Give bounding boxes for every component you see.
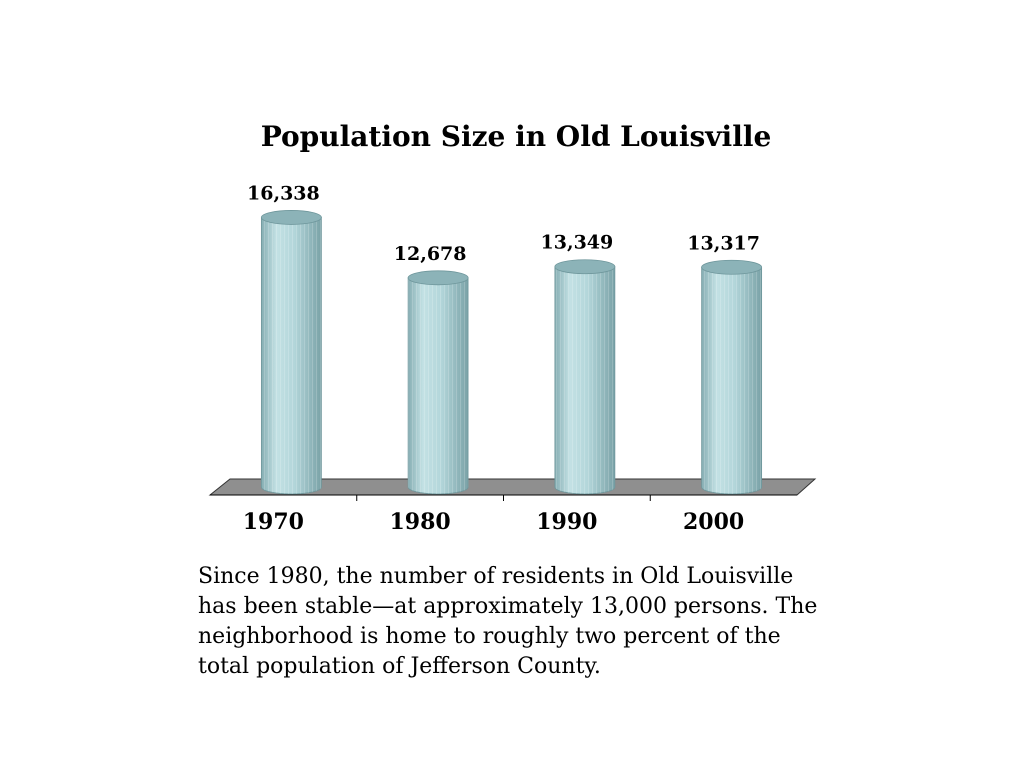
x-tick-label-1980: 1980	[390, 509, 451, 535]
bar-1970	[260, 210, 322, 495]
chart-title: Population Size in Old Louisville	[261, 120, 772, 153]
x-tick-label-1990: 1990	[536, 509, 597, 535]
bar-1980	[407, 270, 469, 495]
value-labels: 16,338 12,678 13,349 13,317	[247, 182, 760, 264]
x-tick-label-2000: 2000	[683, 509, 744, 535]
x-tick-label-1970: 1970	[243, 509, 304, 535]
value-label-1990: 13,349	[541, 232, 614, 254]
value-label-1970: 16,338	[247, 182, 320, 204]
bars	[260, 210, 763, 495]
value-label-2000: 13,317	[687, 232, 760, 254]
bar-1990	[554, 259, 616, 495]
value-label-1980: 12,678	[394, 243, 467, 265]
caption-text: Since 1980, the number of residents in O…	[198, 564, 818, 679]
bar-2000	[701, 259, 763, 495]
x-axis: 1970 1980 1990 2000	[210, 494, 797, 535]
